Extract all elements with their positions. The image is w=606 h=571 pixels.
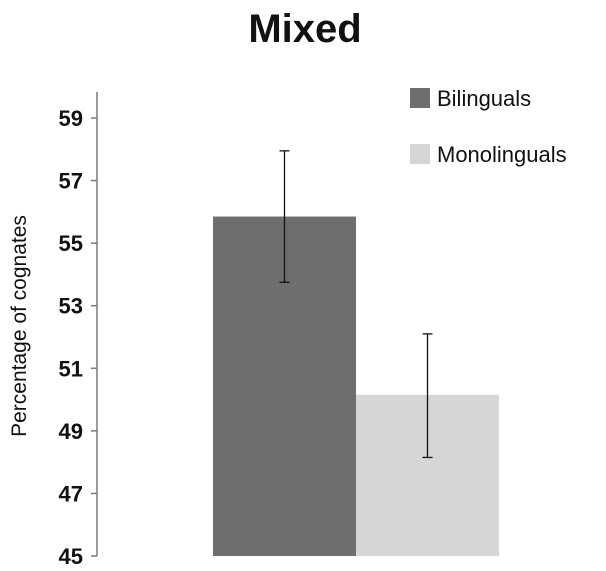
error-bar-monolinguals (422, 333, 433, 459)
legend-label: Monolinguals (437, 142, 567, 167)
legend-swatch (410, 144, 430, 164)
error-bars (279, 150, 433, 459)
y-tick-label: 47 (59, 481, 83, 506)
y-tick-label: 57 (59, 169, 83, 194)
legend-label: Bilinguals (437, 86, 531, 111)
y-tick-label: 51 (59, 356, 83, 381)
y-tick-label: 59 (59, 106, 83, 131)
bars (213, 216, 499, 557)
y-tick-label: 55 (59, 231, 83, 256)
legend-item-bilinguals: Bilinguals (410, 86, 531, 111)
chart-title: Mixed (248, 7, 361, 51)
y-tick-label: 45 (59, 544, 83, 569)
legend-swatch (410, 88, 430, 108)
y-tick-label: 53 (59, 294, 83, 319)
y-tick-label: 49 (59, 419, 83, 444)
legend-item-monolinguals: Monolinguals (410, 142, 567, 167)
error-bar-bilinguals (279, 150, 290, 283)
legend: Bilinguals Monolinguals (410, 86, 567, 167)
y-axis: 45 47 49 51 53 55 57 59 (59, 92, 98, 569)
y-axis-label: Percentage of cognates (8, 215, 31, 437)
